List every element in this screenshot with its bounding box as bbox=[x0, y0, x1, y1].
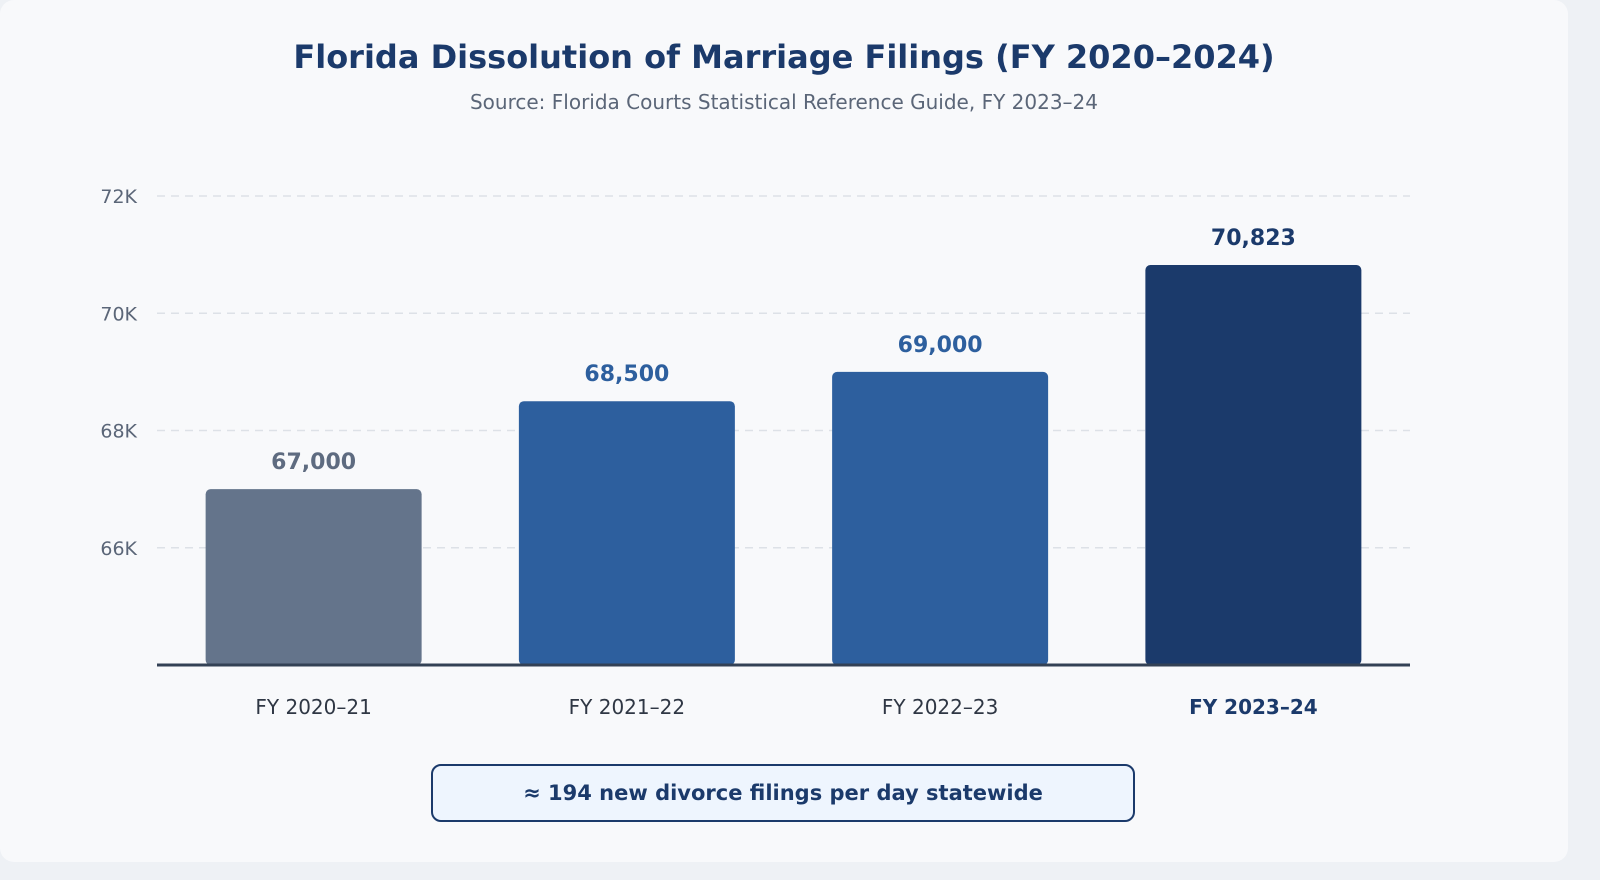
data-label: 67,000 bbox=[271, 450, 356, 475]
data-label: 70,823 bbox=[1211, 226, 1296, 251]
bar bbox=[205, 489, 422, 665]
y-tick-label: 70K bbox=[100, 303, 137, 325]
chart-subtitle: Source: Florida Courts Statistical Refer… bbox=[469, 90, 1098, 114]
data-label: 69,000 bbox=[898, 333, 983, 358]
x-tick-label: FY 2020–21 bbox=[255, 695, 371, 719]
x-tick-label: FY 2021–22 bbox=[569, 695, 685, 719]
callout-box: ≈ 194 new divorce filings per day statew… bbox=[431, 764, 1135, 822]
y-tick-label: 66K bbox=[100, 538, 137, 560]
bar-chart: 66K 68K 70K 72K 67,000 FY 2020–21 68,500 FY 202… bbox=[100, 186, 1410, 719]
chart-title: Florida Dissolution of Marriage Filings … bbox=[293, 38, 1275, 76]
bar bbox=[832, 371, 1049, 665]
data-label: 68,500 bbox=[584, 362, 669, 387]
x-tick-label: FY 2023–24 bbox=[1189, 695, 1318, 719]
callout-text: ≈ 194 new divorce filings per day statew… bbox=[523, 781, 1043, 805]
chart-card: Florida Dissolution of Marriage Filings … bbox=[100, 38, 1410, 822]
x-tick-label: FY 2022–23 bbox=[882, 695, 998, 719]
y-tick-label: 72K bbox=[100, 186, 137, 208]
y-tick-label: 68K bbox=[100, 421, 137, 443]
bar bbox=[518, 401, 735, 665]
bar bbox=[1145, 265, 1362, 665]
